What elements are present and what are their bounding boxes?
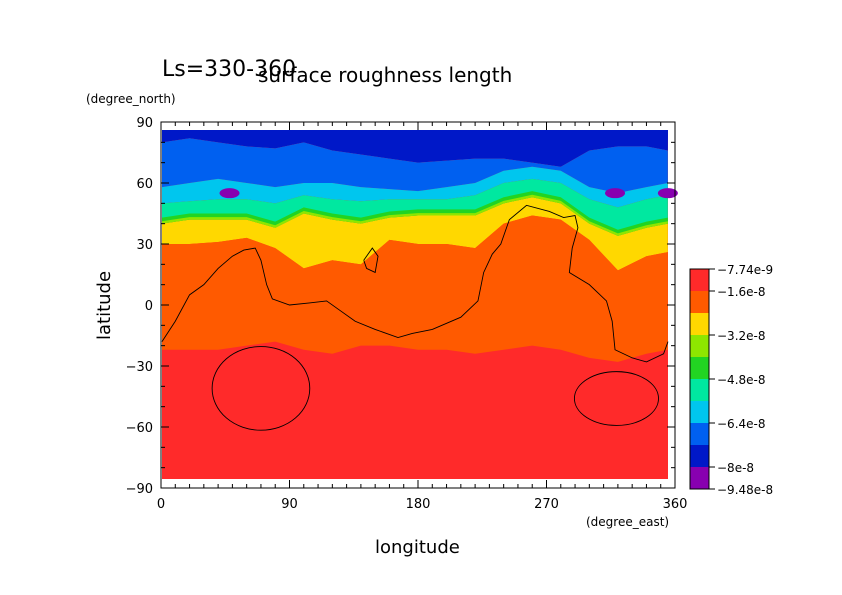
colorbar-swatch bbox=[690, 269, 709, 291]
basin-outline bbox=[573, 371, 659, 426]
colorbar-swatch bbox=[690, 335, 709, 357]
x-axis-label: longitude bbox=[375, 537, 460, 558]
chart-subtitle: Ls=330-360 bbox=[162, 57, 296, 82]
colorbar-swatch bbox=[690, 379, 709, 401]
colorbar-swatch bbox=[690, 445, 709, 467]
colorbar: −7.74e-9 −1.6e-8 −3.2e-8 −4.8e-8 −6.4e-8 −8e-… bbox=[689, 263, 773, 497]
field-minimum-patch bbox=[219, 188, 240, 199]
field-blue-band bbox=[162, 138, 668, 194]
colorbar-label: −7.74e-9 bbox=[717, 263, 773, 277]
y-tick-label: 90 bbox=[136, 116, 153, 131]
field-dark-blue-band bbox=[162, 130, 668, 167]
colorbar-swatch bbox=[690, 401, 709, 423]
x-tick-label: 90 bbox=[281, 497, 298, 512]
y-axis-label: latitude bbox=[94, 271, 115, 340]
colorbar-label: −9.48e-8 bbox=[717, 483, 773, 497]
axis-ticks: 0 90 180 270 360 90 60 30 0 −30 −60 −90 bbox=[126, 116, 688, 512]
y-unit-label: (degree_north) bbox=[86, 92, 176, 106]
colorbar-swatch bbox=[690, 423, 709, 445]
y-tick-label: −60 bbox=[126, 421, 153, 436]
continent-outline bbox=[161, 204, 669, 431]
x-tick-label: 360 bbox=[663, 497, 688, 512]
x-tick-label: 180 bbox=[406, 497, 431, 512]
colorbar-swatch bbox=[690, 291, 709, 313]
field-minimum-patch bbox=[605, 188, 626, 199]
y-tick-label: −90 bbox=[126, 482, 153, 497]
colorbar-label: −4.8e-8 bbox=[717, 373, 766, 387]
field-minimum-patch bbox=[657, 188, 678, 199]
colorbar-label: −6.4e-8 bbox=[717, 417, 766, 431]
coastline-segment bbox=[363, 247, 379, 274]
field-orange-band bbox=[162, 215, 668, 362]
y-tick-label: 0 bbox=[145, 299, 153, 314]
x-tick-label: 270 bbox=[534, 497, 559, 512]
colorbar-swatch bbox=[690, 357, 709, 379]
field-light-blue-band bbox=[162, 166, 668, 208]
colorbar-label: −8e-8 bbox=[717, 461, 754, 475]
field-yellow-band bbox=[162, 197, 668, 271]
y-tick-label: 60 bbox=[136, 177, 153, 192]
colorbar-swatch bbox=[690, 467, 709, 489]
field-light-green-band bbox=[162, 194, 668, 236]
plot-area bbox=[162, 130, 678, 479]
chart-title: surface roughness length bbox=[258, 63, 512, 87]
y-tick-label: 30 bbox=[136, 238, 153, 253]
colorbar-label: −1.6e-8 bbox=[717, 285, 766, 299]
x-tick-label: 0 bbox=[157, 497, 165, 512]
colorbar-swatch bbox=[690, 313, 709, 335]
y-tick-label: −30 bbox=[126, 360, 153, 375]
x-unit-label: (degree_east) bbox=[586, 515, 669, 529]
colorbar-label: −3.2e-8 bbox=[717, 329, 766, 343]
basin-outline bbox=[211, 346, 311, 431]
coastline-segment bbox=[161, 204, 669, 363]
